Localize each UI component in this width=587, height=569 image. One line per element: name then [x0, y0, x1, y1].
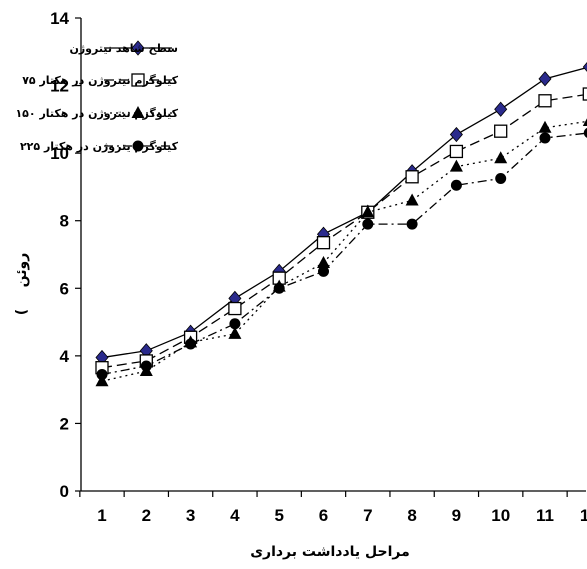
series-2	[95, 87, 587, 375]
data-point	[538, 94, 552, 108]
x-tick-label: 2	[142, 506, 151, 525]
y-tick-label: 6	[60, 279, 69, 298]
chart-legend: سطح شاهد نیتروژن کیلوگرم نیتروژن در هکتار…	[15, 40, 179, 153]
data-point	[361, 205, 375, 218]
series-layer	[95, 62, 587, 387]
y-tick-label: 4	[60, 347, 70, 366]
data-point	[583, 127, 587, 138]
legend-item: کیلوگرم نیتروژن در هکتار ۷۵	[22, 73, 179, 87]
x-tick-label: 1	[97, 506, 106, 525]
x-tick-label: 3	[186, 506, 195, 525]
legend-item: سطح شاهد نیتروژن	[69, 40, 178, 56]
data-point	[228, 301, 242, 316]
data-point	[494, 151, 508, 164]
data-point	[582, 62, 587, 72]
legend-label: کیلوگرم نیتروژن در هکتار ۱۵۰	[15, 107, 178, 120]
series-line	[101, 66, 587, 359]
data-point	[449, 126, 463, 143]
data-point	[405, 193, 419, 206]
series-line	[101, 120, 587, 382]
x-tick-label: 7	[363, 506, 372, 525]
data-point	[494, 101, 508, 117]
legend-label: سطح شاهد نیتروژن	[69, 42, 178, 55]
x-tick-label: 10	[491, 506, 510, 525]
data-point	[140, 360, 152, 372]
data-point	[229, 318, 241, 330]
y-tick-label: 12	[50, 77, 69, 96]
data-point	[316, 236, 331, 250]
data-point	[95, 374, 109, 387]
x-tick-label: 12	[580, 506, 587, 525]
data-point	[228, 326, 242, 339]
data-point	[185, 338, 197, 350]
series-1	[95, 62, 587, 366]
data-point	[362, 218, 374, 230]
data-point	[317, 255, 330, 268]
data-point	[582, 118, 587, 127]
x-axis-ticks: 123456789101112	[79, 491, 587, 525]
y-axis-label-paren: (	[14, 309, 30, 315]
x-tick-label: 5	[274, 506, 283, 525]
y-tick-label: 2	[60, 414, 69, 433]
x-tick-label: 9	[452, 506, 461, 525]
legend-marker	[132, 140, 144, 152]
data-point	[538, 71, 552, 87]
series-line	[101, 132, 587, 376]
y-tick-label: 10	[50, 144, 69, 163]
data-point	[494, 124, 508, 138]
y-tick-label: 8	[60, 212, 69, 231]
data-point	[318, 265, 329, 277]
legend-marker	[131, 106, 145, 118]
data-point	[582, 87, 587, 101]
legend-label: کیلوگرم یتروژن در هکتار ۲۲۵	[20, 140, 179, 153]
data-point	[539, 132, 551, 144]
legend-item: کیلوگرم یتروژن در هکتار ۲۲۵	[20, 140, 179, 153]
data-point	[449, 144, 464, 159]
x-tick-label: 4	[230, 506, 240, 525]
x-axis-label: مراحل یادداشت برداری	[250, 544, 410, 560]
data-point	[273, 282, 285, 294]
chart-axes	[80, 18, 586, 492]
x-tick-label: 11	[536, 506, 554, 525]
data-point	[538, 120, 552, 133]
y-tick-label: 0	[60, 482, 69, 501]
data-point	[96, 368, 108, 380]
data-point	[450, 179, 462, 191]
data-point	[449, 159, 463, 172]
x-tick-label: 6	[319, 506, 328, 525]
data-point	[406, 218, 418, 230]
y-axis-ticks: 0 2 4 6 8 10 12 14	[50, 9, 81, 501]
legend-item: کیلوگرم نیتروژن در هکتار ۱۵۰	[15, 106, 179, 120]
data-point	[495, 172, 507, 184]
x-tick-label: 8	[407, 506, 416, 525]
legend-marker	[131, 40, 145, 56]
series-4	[96, 127, 587, 380]
y-tick-label: 14	[50, 9, 69, 28]
legend-marker	[131, 73, 145, 87]
y-axis-label-unit: روئن	[14, 253, 30, 288]
legend-label: کیلوگرم نیتروژن در هکتار ۷۵	[22, 74, 178, 87]
data-point	[405, 170, 419, 184]
series-3	[95, 118, 587, 387]
series-line	[101, 93, 587, 369]
